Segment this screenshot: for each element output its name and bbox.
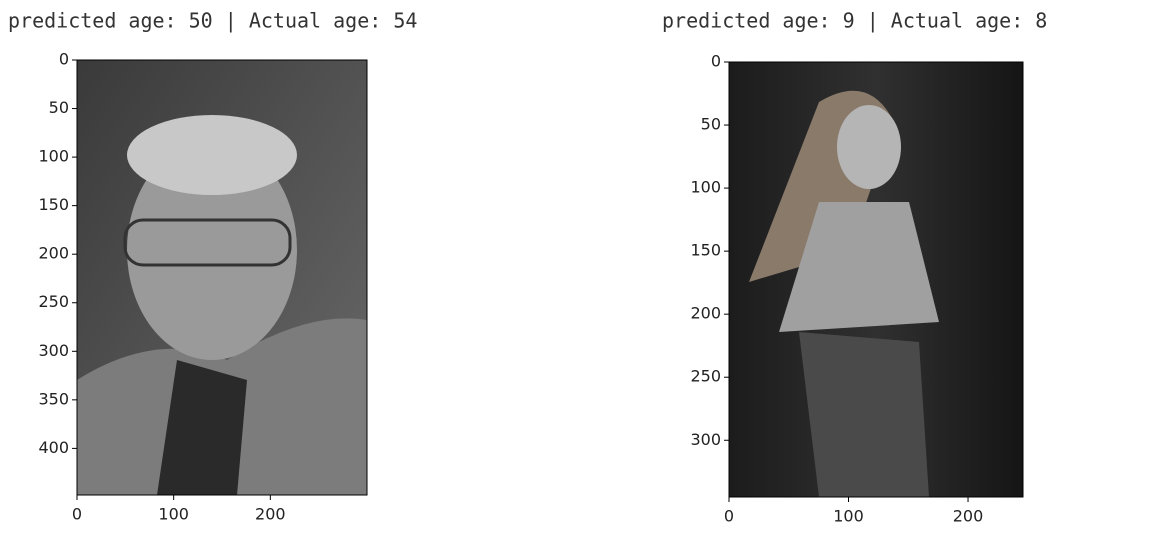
x-tick-label: 200 xyxy=(953,507,984,526)
y-tick-label: 300 xyxy=(690,430,721,449)
y-tick-label: 50 xyxy=(49,98,69,117)
y-tick-label: 150 xyxy=(690,241,721,260)
y-tick-label: 150 xyxy=(38,195,69,214)
y-tick-label: 400 xyxy=(38,438,69,457)
y-tick-label: 200 xyxy=(38,244,69,263)
x-tick-label: 200 xyxy=(255,505,286,524)
y-tick-label: 350 xyxy=(38,389,69,408)
y-tick-label: 200 xyxy=(690,304,721,323)
y-tick-label: 100 xyxy=(38,147,69,166)
y-tick-label: 50 xyxy=(701,115,721,134)
y-tick-label: 0 xyxy=(711,52,721,71)
y-tick-label: 0 xyxy=(59,50,69,69)
y-tick-label: 250 xyxy=(38,292,69,311)
photo-vest xyxy=(779,202,939,332)
x-tick-label: 0 xyxy=(724,507,734,526)
photo-face xyxy=(127,140,297,360)
x-tick-label: 100 xyxy=(833,507,864,526)
y-tick-label: 250 xyxy=(690,367,721,386)
chart-title: predicted age: 9 | Actual age: 8 xyxy=(662,9,1047,33)
photo-shirt xyxy=(157,360,247,495)
photo-hair xyxy=(127,115,297,195)
photo-face xyxy=(837,105,901,189)
photo-glasses xyxy=(123,218,292,267)
axes-frame xyxy=(76,59,368,496)
y-tick-label: 100 xyxy=(690,178,721,197)
y-tick-label: 300 xyxy=(38,341,69,360)
chart-title: predicted age: 50 | Actual age: 54 xyxy=(8,9,417,33)
x-tick-label: 100 xyxy=(158,505,189,524)
photo-legs xyxy=(799,332,929,497)
axes-frame xyxy=(728,61,1024,498)
x-tick-label: 0 xyxy=(72,505,82,524)
